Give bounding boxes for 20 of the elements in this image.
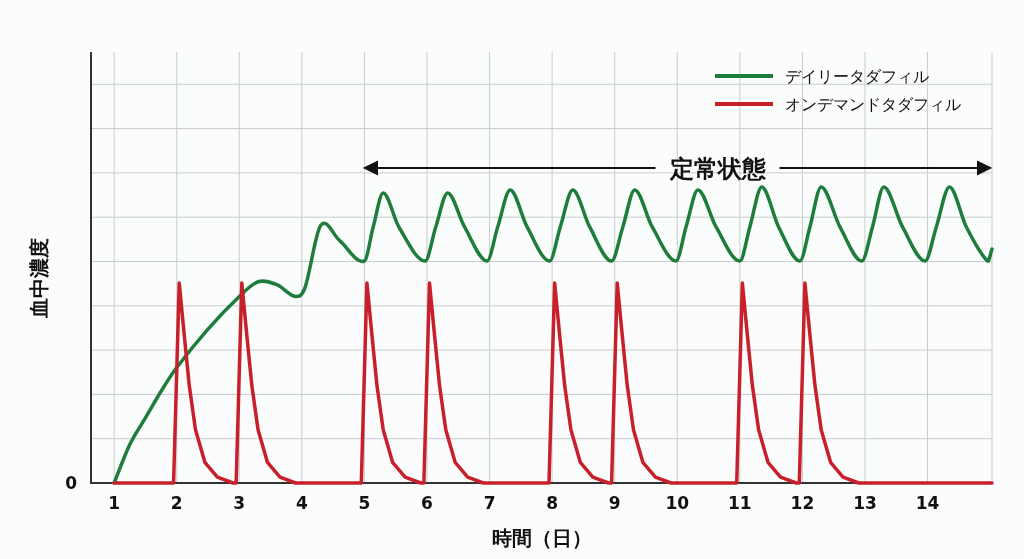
x-tick-label: 1 <box>108 493 121 513</box>
x-tick-label: 10 <box>665 493 690 513</box>
x-tick-label: 2 <box>170 493 183 513</box>
x-axis-title: 時間（日） <box>491 526 592 550</box>
legend-label: デイリータダフィル <box>785 67 929 86</box>
x-tick-label: 12 <box>790 493 815 513</box>
text: 定常状態 <box>668 155 767 183</box>
x-tick-label: 11 <box>728 493 752 513</box>
x-tick-label: 5 <box>358 493 371 513</box>
x-tick-label: 8 <box>546 493 559 513</box>
x-tick-label: 7 <box>483 493 496 513</box>
legend-label: オンデマンドタダフィル <box>785 95 961 114</box>
x-tick-label: 3 <box>233 493 246 513</box>
y-axis-title: 血中濃度 <box>27 237 51 319</box>
x-tick-label: 14 <box>915 493 940 513</box>
x-tick-label: 9 <box>608 493 621 513</box>
text: 0 <box>65 473 78 493</box>
x-tick-label: 4 <box>295 493 308 513</box>
x-tick-label: 6 <box>421 493 433 513</box>
x-tick-label: 13 <box>853 493 877 513</box>
